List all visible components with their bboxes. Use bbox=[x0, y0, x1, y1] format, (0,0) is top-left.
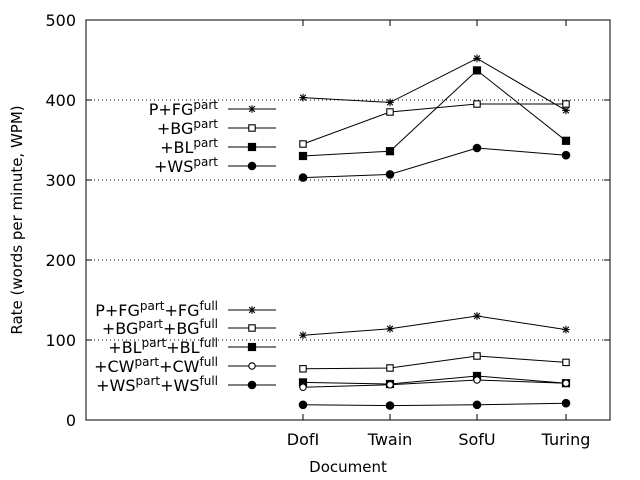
x-axis-label: Document bbox=[309, 458, 387, 476]
data-point bbox=[386, 325, 394, 333]
series-line bbox=[302, 315, 567, 336]
x-axis: DofI Twain SofU Turing bbox=[287, 20, 591, 449]
legend-label: +CWpart+CWfull bbox=[94, 355, 218, 376]
series-line bbox=[302, 103, 566, 145]
legend-label: +BGpart bbox=[157, 117, 218, 138]
y-tick-label: 200 bbox=[45, 251, 76, 270]
data-point bbox=[561, 398, 571, 408]
legend-entry: +BLpart+BLfull bbox=[108, 336, 276, 357]
legend: P+FGpart+BGpart+BLpart+WSpart P+FGpart+FG… bbox=[94, 98, 276, 395]
series-line bbox=[302, 379, 567, 388]
series-4 bbox=[298, 143, 571, 182]
legend-marker bbox=[247, 380, 257, 390]
data-point bbox=[299, 383, 307, 391]
y-tick-label: 0 bbox=[66, 411, 76, 430]
legend-label: +BGpart+BGfull bbox=[102, 317, 218, 338]
y-axis-label: Rate (words per minute, WPM) bbox=[8, 105, 26, 334]
data-point bbox=[473, 100, 481, 108]
data-point bbox=[562, 379, 570, 387]
y-tick-label: 400 bbox=[45, 91, 76, 110]
plot-frame bbox=[85, 19, 611, 421]
legend-marker bbox=[248, 124, 256, 132]
x-tick-label: Twain bbox=[367, 430, 413, 449]
data-point bbox=[299, 331, 307, 339]
x-tick-label: SofU bbox=[458, 430, 495, 449]
series-6 bbox=[299, 352, 570, 373]
series-lines bbox=[298, 54, 571, 410]
legend-marker bbox=[248, 105, 256, 113]
legend-label: +BLpart+BLfull bbox=[108, 336, 218, 357]
series-line bbox=[302, 402, 567, 407]
legend-label: +WSpart bbox=[154, 155, 218, 176]
series-line bbox=[302, 69, 567, 157]
legend-marker bbox=[247, 161, 257, 171]
legend-label: +BLpart bbox=[160, 136, 218, 157]
data-point bbox=[473, 376, 481, 384]
legend-entry: +BGpart bbox=[157, 117, 276, 138]
y-tick-label: 500 bbox=[45, 11, 76, 30]
data-point bbox=[472, 143, 482, 153]
data-point bbox=[386, 98, 394, 107]
legend-entry: +BLpart bbox=[160, 136, 276, 157]
data-point bbox=[385, 401, 395, 410]
series-line bbox=[302, 57, 567, 111]
series-9 bbox=[298, 398, 571, 410]
data-point bbox=[473, 54, 481, 63]
legend-entry: +CWpart+CWfull bbox=[94, 355, 276, 376]
series-line bbox=[302, 355, 567, 370]
data-point bbox=[473, 312, 481, 320]
legend-entry: +WSpart bbox=[154, 155, 276, 176]
legend-label: P+FGpart bbox=[149, 98, 219, 119]
legend-marker bbox=[248, 306, 256, 314]
data-point bbox=[386, 108, 394, 116]
y-tick-label: 300 bbox=[45, 171, 76, 190]
legend-entry: +WSpart+WSfull bbox=[96, 374, 276, 395]
data-point bbox=[298, 400, 308, 410]
legend-marker bbox=[248, 362, 256, 370]
series-3 bbox=[298, 66, 571, 161]
legend-marker bbox=[248, 324, 256, 332]
series-line bbox=[302, 375, 567, 385]
data-point bbox=[299, 140, 307, 148]
data-point bbox=[562, 325, 570, 334]
legend-entry: P+FGpart bbox=[149, 98, 276, 119]
data-point bbox=[386, 364, 394, 372]
data-point bbox=[385, 147, 395, 156]
data-point bbox=[299, 93, 307, 102]
y-axis: 0 100 200 300 400 500 bbox=[45, 11, 610, 430]
x-tick-label: DofI bbox=[287, 430, 319, 449]
grid-lines bbox=[86, 99, 610, 341]
legend-entry: P+FGpart+FGfull bbox=[95, 299, 276, 320]
legend-marker bbox=[247, 342, 257, 352]
data-point bbox=[472, 400, 482, 410]
y-tick-label: 100 bbox=[45, 331, 76, 350]
data-point bbox=[562, 100, 570, 108]
series-line bbox=[302, 147, 567, 179]
series-2 bbox=[299, 100, 570, 148]
series-8 bbox=[299, 376, 570, 391]
data-point bbox=[472, 66, 482, 75]
legend-entry: +BGpart+BGfull bbox=[102, 317, 276, 338]
series-5 bbox=[299, 312, 570, 339]
data-point bbox=[562, 358, 570, 367]
data-point bbox=[561, 136, 571, 145]
data-point bbox=[385, 170, 395, 179]
data-point bbox=[298, 151, 308, 161]
data-point bbox=[386, 381, 394, 389]
data-point bbox=[473, 352, 481, 360]
data-point bbox=[562, 106, 570, 115]
x-tick-label: Turing bbox=[541, 430, 591, 449]
data-point bbox=[299, 365, 307, 373]
series-1 bbox=[299, 54, 570, 115]
legend-label: P+FGpart+FGfull bbox=[95, 299, 218, 320]
data-point bbox=[561, 150, 571, 160]
data-point bbox=[298, 173, 308, 182]
legend-marker bbox=[247, 142, 257, 152]
legend-label: +WSpart+WSfull bbox=[96, 374, 218, 395]
series-7 bbox=[298, 371, 571, 389]
